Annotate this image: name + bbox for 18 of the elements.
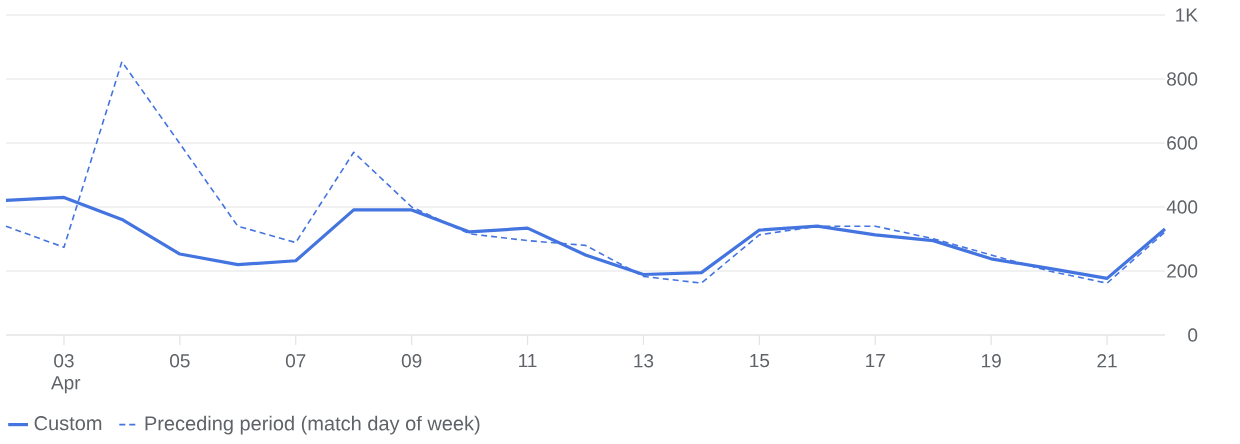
y-tick-label: 0 — [1188, 328, 1198, 342]
legend-label: Custom — [34, 416, 102, 431]
x-tick-label: 11 — [519, 354, 537, 368]
x-tick-label: 21 — [1097, 354, 1117, 368]
y-tick-label: 800 — [1167, 72, 1198, 86]
x-tick-label: 03 Apr — [51, 354, 81, 394]
x-tick-label: 17 — [866, 354, 885, 368]
y-tick-label: 400 — [1166, 200, 1198, 214]
y-tick-label: 1K — [1176, 8, 1198, 22]
x-tick-label: 07 — [285, 354, 306, 368]
y-tick-label: 200 — [1167, 264, 1198, 278]
x-tick-label: 15 — [750, 354, 770, 368]
legend-label: Preceding period (match day of week) — [145, 415, 480, 435]
y-tick-label: 600 — [1167, 136, 1198, 150]
x-tick-label: 09 — [401, 354, 422, 368]
x-tick-label: 13 — [634, 354, 654, 368]
x-tick-label: 19 — [982, 354, 1001, 368]
x-tick-label: 05 — [170, 354, 190, 368]
